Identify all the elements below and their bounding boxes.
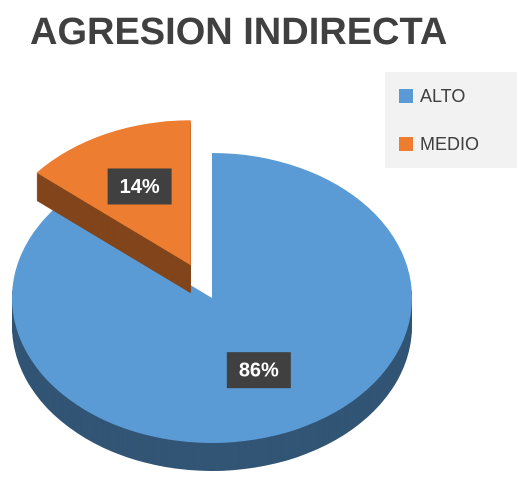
legend-swatch [399, 89, 413, 103]
legend-label: ALTO [420, 86, 465, 106]
legend-box [385, 72, 517, 168]
data-label-box [107, 168, 172, 205]
chart-title: AGRESION INDIRECTA [30, 11, 447, 53]
data-label-box [226, 352, 291, 389]
data-label: 86% [239, 359, 279, 381]
data-label: 14% [120, 176, 160, 198]
slice [11, 153, 412, 443]
legend-swatch [399, 137, 413, 151]
legend-label: MEDIO [420, 134, 479, 154]
